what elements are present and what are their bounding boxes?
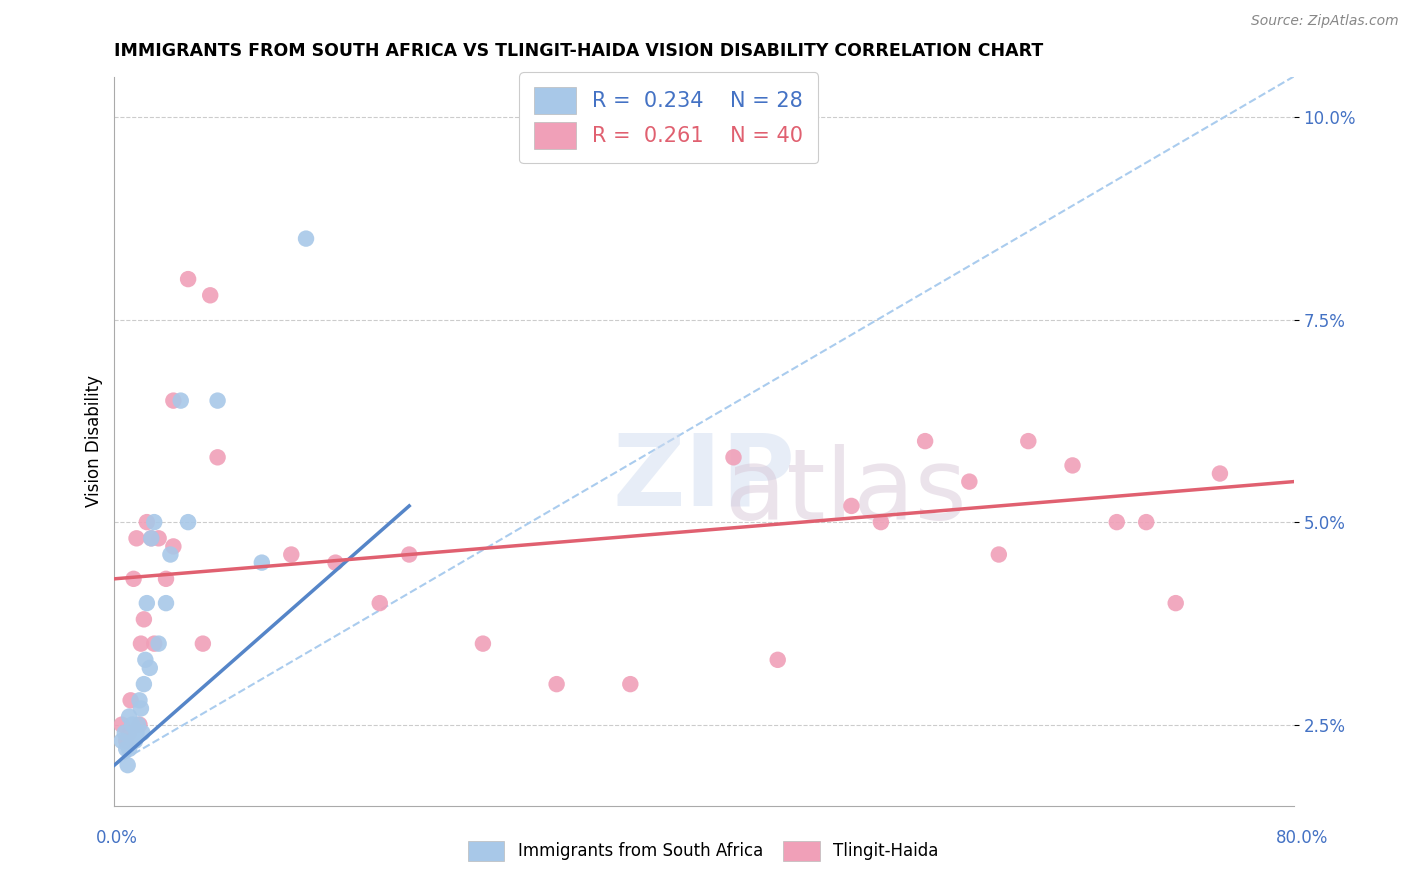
Point [957, 475, 980, 489]
Point [250, 556, 273, 570]
Legend: Immigrants from South Africa, Tlingit-Haida: Immigrants from South Africa, Tlingit-Ha… [461, 834, 945, 868]
Legend: R =  0.234    N = 28, R =  0.261    N = 40: R = 0.234 N = 28, R = 0.261 N = 40 [519, 72, 818, 163]
Point [125, 725, 148, 739]
Point [207, 393, 229, 408]
Point [132, 677, 155, 691]
Point [162, 540, 184, 554]
Point [177, 515, 200, 529]
Point [122, 734, 145, 748]
Text: IMMIGRANTS FROM SOUTH AFRICA VS TLINGIT-HAIDA VISION DISABILITY CORRELATION CHAR: IMMIGRANTS FROM SOUTH AFRICA VS TLINGIT-… [114, 42, 1043, 60]
Point [111, 717, 134, 731]
Point [325, 556, 347, 570]
Point [134, 653, 156, 667]
Point [122, 572, 145, 586]
Point [471, 637, 494, 651]
Point [118, 725, 141, 739]
Point [129, 701, 152, 715]
Point [115, 734, 138, 748]
Point [1105, 515, 1128, 529]
Point [170, 393, 193, 408]
Point [207, 450, 229, 465]
Point [117, 758, 139, 772]
Point [280, 548, 302, 562]
Point [841, 499, 863, 513]
Point [131, 725, 153, 739]
Point [127, 717, 149, 731]
Point [766, 653, 789, 667]
Point [148, 532, 170, 546]
Point [200, 288, 222, 302]
Point [121, 717, 143, 731]
Point [139, 661, 162, 675]
Point [155, 596, 177, 610]
Point [987, 548, 1010, 562]
Point [125, 532, 148, 546]
Point [143, 515, 166, 529]
Point [143, 637, 166, 651]
Point [723, 450, 745, 465]
Point [368, 596, 391, 610]
Point [120, 693, 142, 707]
Point [118, 742, 141, 756]
Point [159, 548, 181, 562]
Point [295, 231, 318, 245]
Point [115, 742, 138, 756]
Point [114, 725, 136, 739]
Point [870, 515, 893, 529]
Point [546, 677, 568, 691]
Point [177, 272, 200, 286]
Point [128, 717, 150, 731]
Point [111, 734, 134, 748]
Point [135, 596, 157, 610]
Point [155, 572, 177, 586]
Point [129, 637, 152, 651]
Point [914, 434, 936, 449]
Text: ZIP: ZIP [613, 429, 796, 526]
Point [398, 548, 420, 562]
Point [132, 612, 155, 626]
Text: 0.0%: 0.0% [96, 829, 138, 847]
Point [191, 637, 214, 651]
Point [128, 693, 150, 707]
Point [124, 734, 146, 748]
Point [619, 677, 641, 691]
Text: atlas: atlas [724, 443, 966, 541]
Point [141, 532, 163, 546]
Point [141, 532, 163, 546]
Text: 80.0%: 80.0% [1277, 829, 1329, 847]
Point [1164, 596, 1187, 610]
Point [1062, 458, 1084, 473]
Y-axis label: Vision Disability: Vision Disability [86, 376, 103, 508]
Point [162, 393, 184, 408]
Point [118, 709, 141, 723]
Text: Source: ZipAtlas.com: Source: ZipAtlas.com [1251, 14, 1399, 28]
Point [1209, 467, 1232, 481]
Point [148, 637, 170, 651]
Point [1135, 515, 1157, 529]
Point [1017, 434, 1039, 449]
Point [135, 515, 157, 529]
